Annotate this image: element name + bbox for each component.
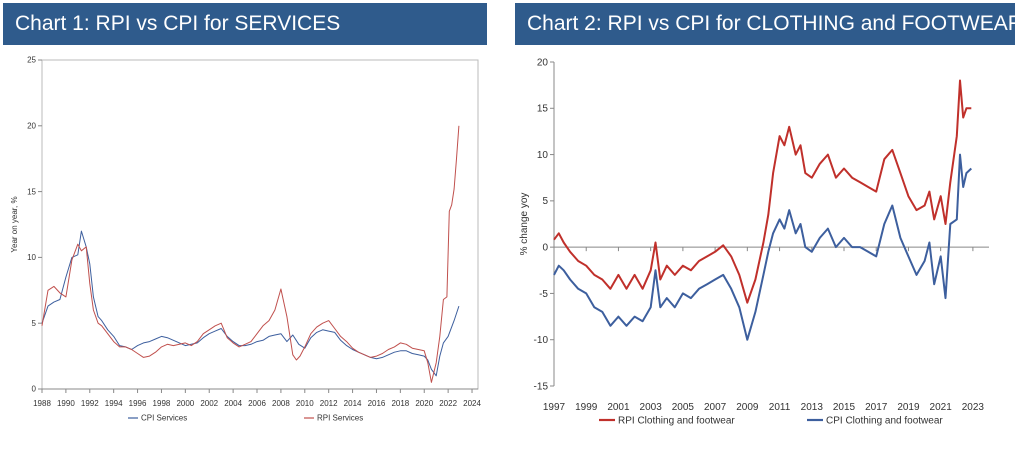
y-tick-label: 10 [537, 150, 549, 161]
y-tick-label: 15 [27, 187, 36, 196]
x-tick-label: 1999 [575, 402, 598, 413]
x-tick-label: 2003 [640, 402, 663, 413]
legend-label: CPI Services [141, 414, 187, 423]
x-tick-label: 2021 [930, 402, 953, 413]
x-tick-label: 2002 [200, 399, 218, 408]
x-tick-label: 2017 [865, 402, 888, 413]
x-tick-label: 2020 [415, 399, 433, 408]
x-tick-label: 2024 [463, 399, 481, 408]
x-tick-label: 1998 [153, 399, 171, 408]
x-tick-label: 2023 [962, 402, 985, 413]
x-tick-label: 2019 [897, 402, 920, 413]
y-tick-label: 10 [27, 253, 36, 262]
x-tick-label: 2007 [704, 402, 727, 413]
chart-title: Chart 2: RPI vs CPI for CLOTHING and FOO… [515, 3, 1023, 45]
x-tick-label: 1994 [105, 399, 123, 408]
y-axis-label: % change yoy [519, 193, 530, 256]
x-tick-label: 2008 [272, 399, 290, 408]
chart-panel-clothing: Chart 2: RPI vs CPI for CLOTHING and FOO… [512, 0, 1023, 454]
x-tick-label: 1992 [81, 399, 99, 408]
x-tick-label: 1996 [129, 399, 147, 408]
y-tick-label: 0 [542, 242, 548, 253]
y-tick-label: 5 [542, 196, 548, 207]
legend-label: CPI Clothing and footwear [826, 415, 943, 426]
x-tick-label: 2000 [176, 399, 194, 408]
y-tick-label: 20 [27, 121, 36, 130]
x-tick-label: 2015 [833, 402, 856, 413]
x-tick-label: 2001 [607, 402, 630, 413]
x-tick-label: 2006 [248, 399, 266, 408]
x-tick-label: 2012 [320, 399, 338, 408]
y-tick-label: 5 [32, 319, 37, 328]
series-line-rpi-clothing-and-footwear [553, 79, 972, 304]
x-tick-label: 2013 [801, 402, 824, 413]
x-tick-label: 2014 [344, 399, 362, 408]
series-line-cpi-clothing-and-footwear [553, 153, 972, 341]
series-line-cpi-services [41, 230, 460, 377]
y-tick-label: 25 [27, 56, 36, 65]
clothing-chart: -15 -10 -5 0 5 10 15 20 1997 1999 2001 2003 2005 2007… [519, 57, 989, 426]
legend-label: RPI Services [317, 414, 363, 423]
x-tick-label: 2011 [769, 402, 791, 413]
x-tick-label: 2022 [439, 399, 457, 408]
y-tick-label: 0 [32, 385, 37, 394]
x-tick-label: 2005 [672, 402, 695, 413]
x-tick-label: 2016 [368, 399, 386, 408]
x-tick-label: 1988 [33, 399, 51, 408]
chart-panel-services: Chart 1: RPI vs CPI for SERVICES 0 5 10 15 2… [0, 0, 500, 454]
x-tick-label: 2009 [736, 402, 759, 413]
x-tick-label: 1997 [543, 402, 566, 413]
services-chart: 0 5 10 15 20 25 1988 1990 1992 1994 1996 1998 2000 20… [10, 56, 481, 423]
y-tick-label: -5 [539, 289, 548, 300]
x-tick-label: 2004 [224, 399, 242, 408]
x-tick-label: 1990 [57, 399, 75, 408]
y-tick-label: 20 [537, 57, 549, 68]
y-tick-label: 15 [537, 104, 549, 115]
plot-frame [41, 59, 479, 390]
y-axis-label: Year on year, % [10, 196, 19, 252]
legend-label: RPI Clothing and footwear [618, 415, 735, 426]
y-tick-label: -15 [534, 381, 549, 392]
y-tick-label: -10 [534, 335, 549, 346]
series-line-rpi-services [41, 125, 460, 383]
x-tick-label: 2018 [391, 399, 409, 408]
chart-title: Chart 1: RPI vs CPI for SERVICES [3, 3, 487, 45]
x-tick-label: 2010 [296, 399, 314, 408]
